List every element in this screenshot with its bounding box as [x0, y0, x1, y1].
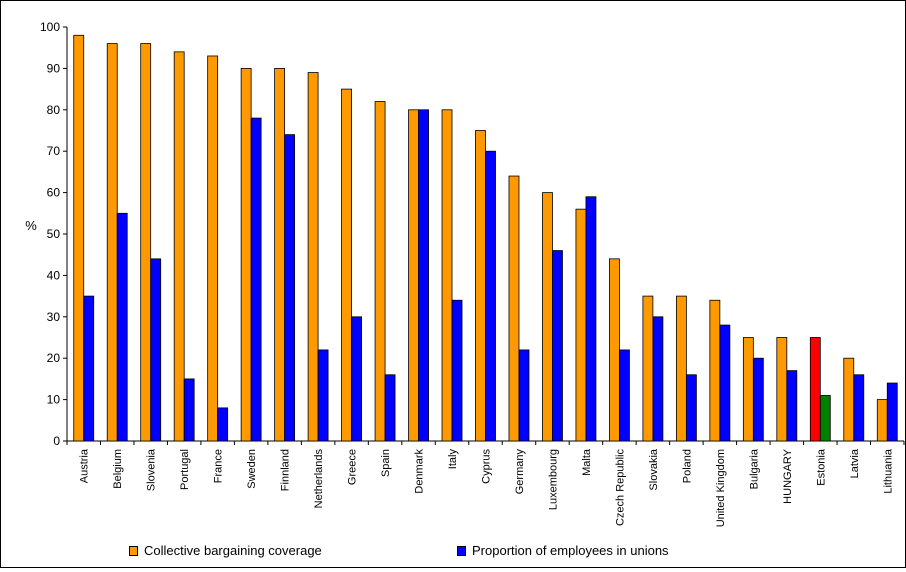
x-tick-label: Cyprus: [481, 449, 493, 484]
bar-unions: [351, 316, 362, 442]
y-tick-label: 50: [47, 227, 61, 241]
bars: [73, 34, 898, 442]
bar-unions: [652, 316, 664, 442]
y-tick-label: 30: [47, 310, 61, 324]
bar-unions: [83, 295, 95, 442]
bar-unions: [418, 109, 429, 442]
y-axis: 0 10 20 30 40 50 60 70 80 90 100: [40, 20, 68, 448]
bar-unions: [786, 370, 798, 442]
y-tick-label: 10: [47, 393, 61, 407]
x-tick-label: Sweden: [246, 449, 258, 489]
legend-swatch-unions: [457, 545, 466, 556]
bar-unions: [752, 357, 764, 442]
bar-coverage: [475, 130, 486, 442]
y-tick-label: 100: [40, 20, 60, 34]
legend-item-coverage: Collective bargaining coverage: [129, 543, 322, 558]
bar-unions: [585, 196, 597, 442]
x-tick-label: France: [213, 449, 225, 483]
bar-coverage: [441, 109, 453, 442]
bar-unions: [485, 150, 496, 442]
bar-coverage: [776, 337, 788, 442]
x-tick-label: Bulgaria: [748, 448, 760, 489]
y-tick-label: 90: [47, 61, 61, 75]
legend-swatch-coverage: [129, 545, 138, 556]
bar-unions: [116, 212, 128, 442]
bar-coverage: [173, 51, 185, 442]
bar-unions: [317, 349, 329, 442]
bar-coverage: [408, 109, 419, 442]
bar-coverage: [675, 295, 687, 442]
x-tick-label: Poland: [681, 449, 693, 483]
x-tick-label: United Kingdom: [715, 449, 727, 527]
bar-coverage: [140, 43, 152, 442]
x-tick-label: Luxembourg: [547, 449, 559, 510]
bar-coverage: [742, 337, 754, 442]
legend-label-unions: Proportion of employees in unions: [472, 543, 669, 558]
x-tick-label: Spain: [380, 449, 392, 477]
bar-unions: [217, 407, 229, 442]
y-tick-label: 0: [53, 434, 60, 448]
x-tick-label: Portugal: [179, 449, 191, 490]
bar-coverage: [274, 68, 286, 442]
x-tick-label: Greece: [347, 449, 359, 485]
x-tick-label: Netherlands: [313, 449, 325, 509]
x-tick-label: Austria: [79, 448, 91, 483]
y-tick-label: 20: [47, 351, 61, 365]
bar-coverage: [642, 295, 654, 442]
bar-unions: [552, 250, 563, 442]
x-tick-label: Slovakia: [648, 448, 660, 490]
bar-coverage: [374, 101, 386, 442]
bar-unions: [284, 134, 296, 442]
bar-coverage: [809, 337, 821, 442]
x-tick-label: Finnland: [280, 449, 292, 491]
x-tick-label: Denmark: [414, 449, 426, 494]
bar-coverage: [73, 34, 85, 442]
y-tick-label: 60: [47, 186, 61, 200]
x-axis: Austria Belgium Slovenia Portugal France Swed…: [66, 440, 905, 527]
x-tick-label: Germany: [514, 449, 526, 495]
x-tick-label: Lithuania: [882, 448, 894, 494]
y-tick-label: 70: [47, 144, 61, 158]
x-tick-label: Estonia: [815, 448, 827, 486]
bar-unions: [853, 374, 865, 442]
x-tick-label: Italy: [447, 449, 459, 470]
y-tick-label: 80: [47, 103, 61, 117]
bar-coverage: [843, 357, 855, 442]
bar-unions: [183, 378, 195, 442]
bar-coverage: [508, 175, 520, 442]
y-tick-label: 40: [47, 268, 61, 282]
bar-coverage: [542, 192, 553, 442]
bar-unions: [719, 324, 731, 442]
bar-coverage: [876, 399, 888, 442]
y-axis-label: %: [25, 218, 37, 233]
legend-label-coverage: Collective bargaining coverage: [144, 543, 322, 558]
bar-unions: [619, 349, 630, 442]
bar-unions: [819, 395, 831, 442]
bar-unions: [451, 299, 463, 442]
x-tick-label: Malta: [581, 448, 593, 476]
bar-unions: [150, 258, 162, 442]
bar-coverage: [207, 55, 219, 442]
x-tick-label: Czech Republic: [614, 449, 626, 527]
bar-coverage: [307, 72, 319, 442]
bar-coverage: [106, 43, 118, 442]
bar-unions: [886, 382, 898, 442]
x-tick-label: Slovenia: [146, 448, 158, 491]
bar-coverage: [609, 258, 620, 442]
bar-coverage: [709, 299, 721, 442]
bar-coverage: [575, 208, 587, 442]
bar-unions: [384, 374, 396, 442]
x-tick-label: HUNGARY: [782, 448, 794, 503]
bar-coverage: [341, 88, 352, 442]
bar-unions: [250, 117, 262, 442]
legend-item-unions: Proportion of employees in unions: [457, 543, 669, 558]
x-tick-label: Belgium: [112, 449, 124, 489]
bar-coverage: [240, 68, 252, 442]
bar-unions: [518, 349, 530, 442]
x-tick-label: Latvia: [849, 448, 861, 478]
bar-unions: [685, 374, 697, 442]
